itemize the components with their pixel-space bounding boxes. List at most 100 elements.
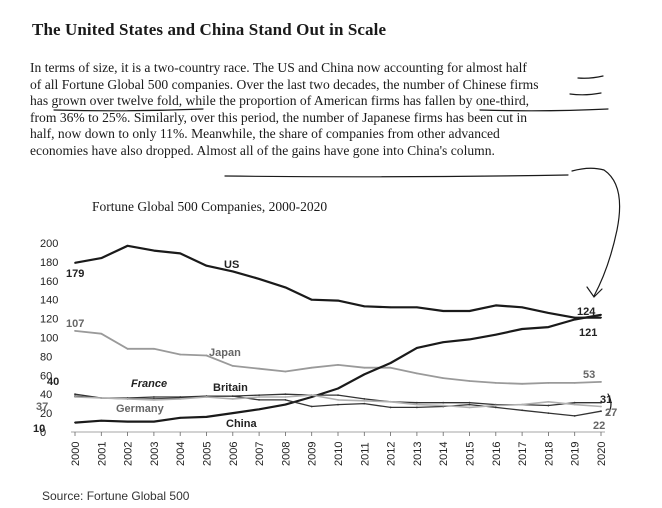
- data-point-britain: [337, 403, 339, 406]
- data-point-us: [100, 257, 103, 260]
- data-point-germany: [310, 394, 313, 397]
- y-tick-label: 160: [40, 276, 58, 288]
- data-point-germany: [100, 397, 103, 399]
- data-point-germany: [573, 403, 576, 406]
- data-point-china: [494, 333, 497, 336]
- start-value-label: 40: [47, 376, 59, 388]
- data-point-britain: [258, 398, 260, 401]
- series-name-label: Germany: [116, 403, 165, 415]
- y-tick-label: 60: [40, 370, 52, 382]
- data-point-japan: [284, 370, 287, 373]
- data-point-japan: [573, 381, 576, 384]
- source-note: Source: Fortune Global 500: [42, 489, 190, 503]
- data-point-us: [547, 312, 550, 314]
- data-point-us: [258, 278, 260, 280]
- data-point-germany: [284, 396, 287, 398]
- data-point-china: [389, 362, 392, 364]
- data-point-britain: [600, 410, 602, 413]
- x-tick-label: 2019: [570, 442, 582, 466]
- data-point-china: [231, 412, 234, 414]
- page-title: The United States and China Stand Out in…: [32, 20, 387, 39]
- data-point-us: [468, 310, 471, 312]
- data-point-japan: [258, 367, 260, 370]
- x-tick-label: 2000: [70, 442, 82, 466]
- data-point-china: [74, 421, 76, 424]
- data-point-germany: [337, 398, 339, 401]
- series-name-label: Japan: [209, 347, 241, 359]
- data-point-germany: [258, 396, 260, 398]
- data-point-france: [468, 401, 471, 404]
- underline-grown: [53, 108, 204, 112]
- x-tick-label: 2001: [96, 442, 108, 466]
- data-point-france: [600, 401, 602, 404]
- y-tick-label: 100: [40, 333, 58, 345]
- data-point-us: [310, 298, 313, 301]
- data-point-japan: [231, 364, 234, 367]
- data-point-us: [284, 286, 287, 289]
- end-value-label: 124: [577, 306, 596, 318]
- data-point-france: [363, 398, 366, 400]
- data-point-china: [547, 326, 550, 329]
- arrow-to-china: [571, 167, 621, 297]
- x-tick-label: 2008: [280, 442, 292, 466]
- data-point-britain: [363, 402, 366, 405]
- data-point-germany: [153, 398, 155, 401]
- paragraph-line: from 36% to 25%. Similarly, over this pe…: [30, 109, 528, 125]
- data-point-japan: [310, 366, 313, 369]
- data-point-china: [258, 408, 260, 411]
- data-point-us: [416, 306, 418, 309]
- data-point-germany: [389, 400, 392, 403]
- data-point-us: [600, 316, 602, 319]
- data-point-france: [416, 401, 418, 404]
- underline-gains: [224, 174, 569, 178]
- data-point-germany: [74, 396, 76, 398]
- data-point-us: [205, 264, 208, 267]
- x-tick-label: 2015: [465, 442, 477, 466]
- data-point-china: [126, 420, 129, 423]
- x-tick-label: 2016: [491, 442, 503, 466]
- data-point-japan: [468, 380, 471, 382]
- data-point-germany: [468, 406, 471, 409]
- data-point-china: [573, 318, 576, 321]
- x-tick-label: 2020: [596, 442, 608, 466]
- data-point-china: [363, 373, 366, 376]
- x-tick-label: 2014: [438, 442, 450, 466]
- series-layer: [74, 244, 602, 424]
- data-point-germany: [600, 405, 602, 408]
- data-point-us: [389, 306, 392, 309]
- paragraph-line: of all Fortune Global 500 companies. Ove…: [30, 76, 539, 92]
- y-tick-label: 80: [40, 351, 52, 363]
- x-tick-label: 2007: [254, 442, 266, 466]
- data-point-germany: [126, 398, 129, 400]
- end-value-label: 27: [605, 407, 617, 419]
- start-value-label: 107: [66, 318, 84, 330]
- series-name-label: US: [224, 259, 239, 271]
- data-point-japan: [389, 366, 392, 369]
- underline-half: [577, 75, 604, 79]
- start-value-label: 10: [33, 423, 45, 435]
- data-point-china: [205, 415, 208, 418]
- data-point-france: [442, 401, 445, 404]
- x-tick-label: 2002: [123, 442, 135, 466]
- data-point-us: [179, 252, 182, 255]
- data-point-japan: [547, 381, 550, 384]
- x-tick-label: 2006: [228, 442, 240, 466]
- x-tick-label: 2013: [412, 442, 424, 466]
- end-value-label: 22: [593, 420, 605, 432]
- data-point-japan: [179, 353, 182, 356]
- x-tick-label: 2003: [149, 442, 161, 466]
- data-point-japan: [337, 364, 339, 366]
- arrow-head: [586, 286, 603, 298]
- data-point-japan: [126, 347, 129, 350]
- bracket-mark: [607, 393, 612, 415]
- data-point-china: [310, 396, 313, 398]
- data-point-france: [337, 394, 339, 397]
- chart-title: Fortune Global 500 Companies, 2000-2020: [92, 199, 328, 214]
- data-point-japan: [600, 381, 602, 383]
- series-line-japan: [74, 330, 602, 385]
- end-value-label: 121: [579, 327, 597, 339]
- data-point-germany: [179, 398, 182, 400]
- data-point-china: [600, 313, 602, 316]
- data-point-china: [100, 419, 103, 422]
- x-tick-label: 2018: [543, 442, 555, 466]
